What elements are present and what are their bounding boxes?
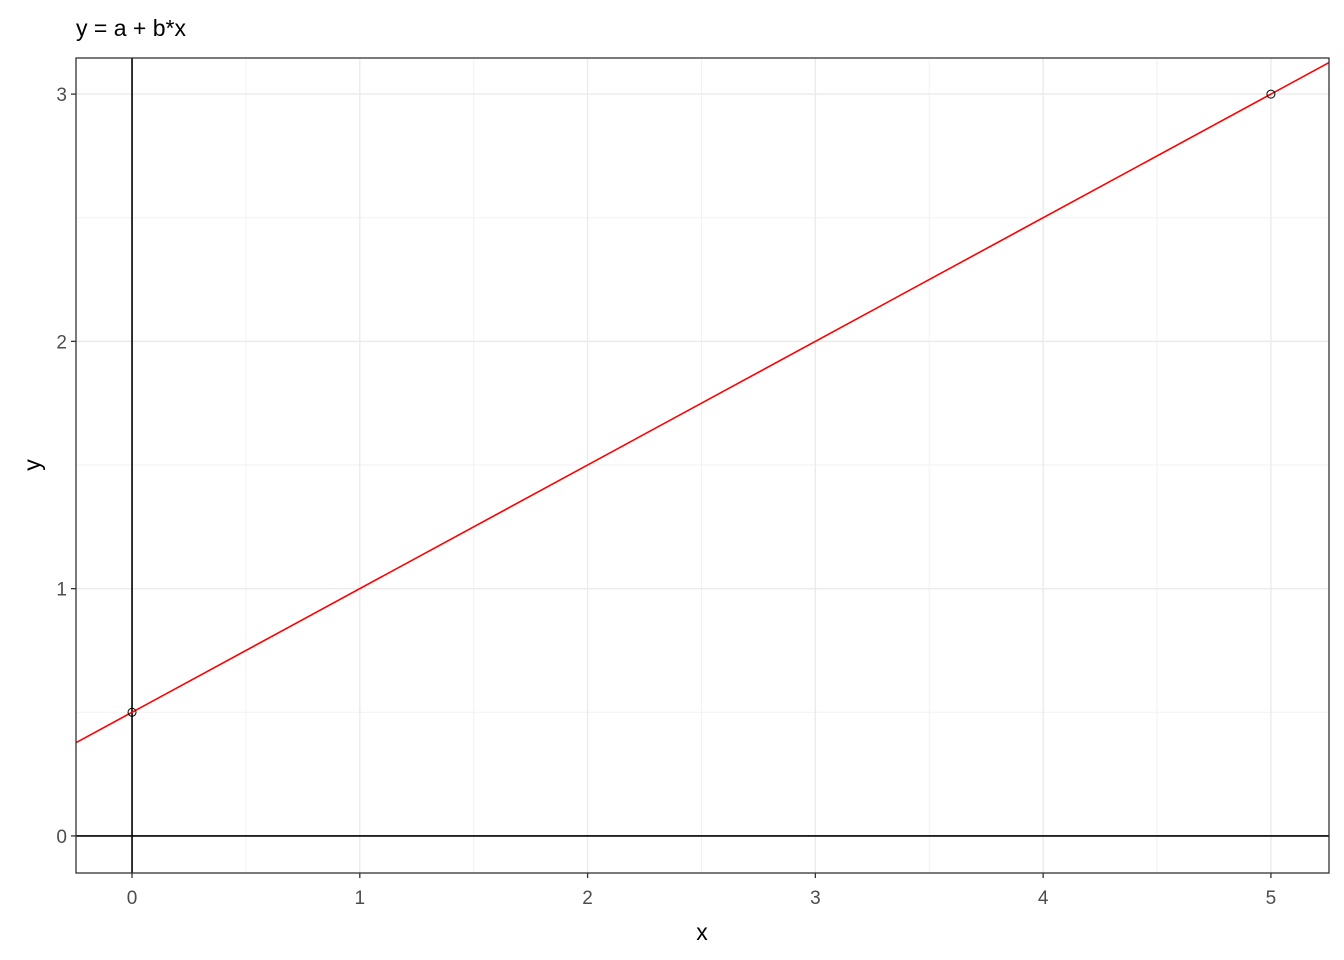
x-axis-label: x [696,919,708,945]
data-point [1266,89,1276,99]
y-tick-label: 2 [56,332,67,353]
grid [76,58,1329,873]
data-point [127,707,137,717]
y-tick-label: 0 [56,827,67,848]
x-tick-label: 4 [1038,888,1049,909]
x-tick-label: 2 [582,888,593,909]
marks [75,61,1330,744]
x-tick-label: 5 [1266,888,1277,909]
x-tick-label: 0 [127,888,138,909]
reference-lines [76,58,1329,873]
y-axis-label: y [19,459,45,471]
y-tick-label: 3 [56,85,67,106]
chart-title: y = a + b*x [76,15,186,41]
x-tick-label: 3 [810,888,821,909]
panel-border [75,57,1330,874]
regression-line [75,61,1330,744]
y-tick-label: 1 [56,580,67,601]
x-tick-label: 1 [355,888,366,909]
axes: 0 1 2 3 4 5 0 1 2 3 [56,85,1276,909]
